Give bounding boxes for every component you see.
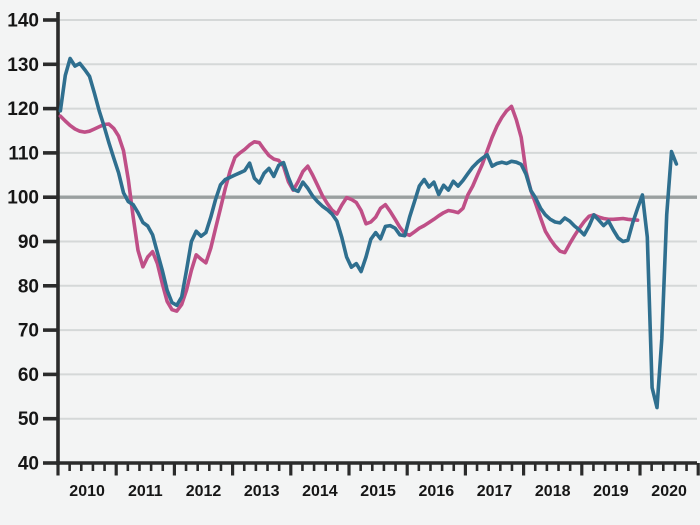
y-tick-label: 60	[18, 365, 39, 386]
x-year-label: 2013	[244, 483, 280, 500]
y-tick-label: 80	[18, 276, 39, 297]
x-year-label: 2014	[302, 483, 338, 500]
x-year-label: 2015	[360, 483, 396, 500]
y-tick-label: 120	[7, 99, 39, 120]
x-year-label: 2016	[419, 483, 455, 500]
y-tick-label: 100	[7, 188, 39, 209]
y-tick-label: 40	[18, 454, 39, 475]
x-year-label: 2012	[186, 483, 222, 500]
y-tick-label: 130	[7, 55, 39, 76]
pink-series-line	[58, 104, 640, 313]
x-year-label: 2020	[651, 483, 687, 500]
y-tick-label: 140	[7, 11, 39, 32]
y-tick-label: 90	[18, 232, 39, 253]
x-year-label: 2017	[477, 483, 513, 500]
x-year-label: 2019	[593, 483, 629, 500]
x-year-label: 2010	[69, 483, 105, 500]
x-year-label: 2011	[128, 483, 163, 500]
x-year-label: 2018	[535, 483, 571, 500]
y-tick-label: 110	[8, 143, 39, 164]
teal-series-line	[58, 56, 679, 410]
y-tick-label: 50	[18, 409, 39, 430]
y-tick-label: 70	[18, 321, 39, 342]
